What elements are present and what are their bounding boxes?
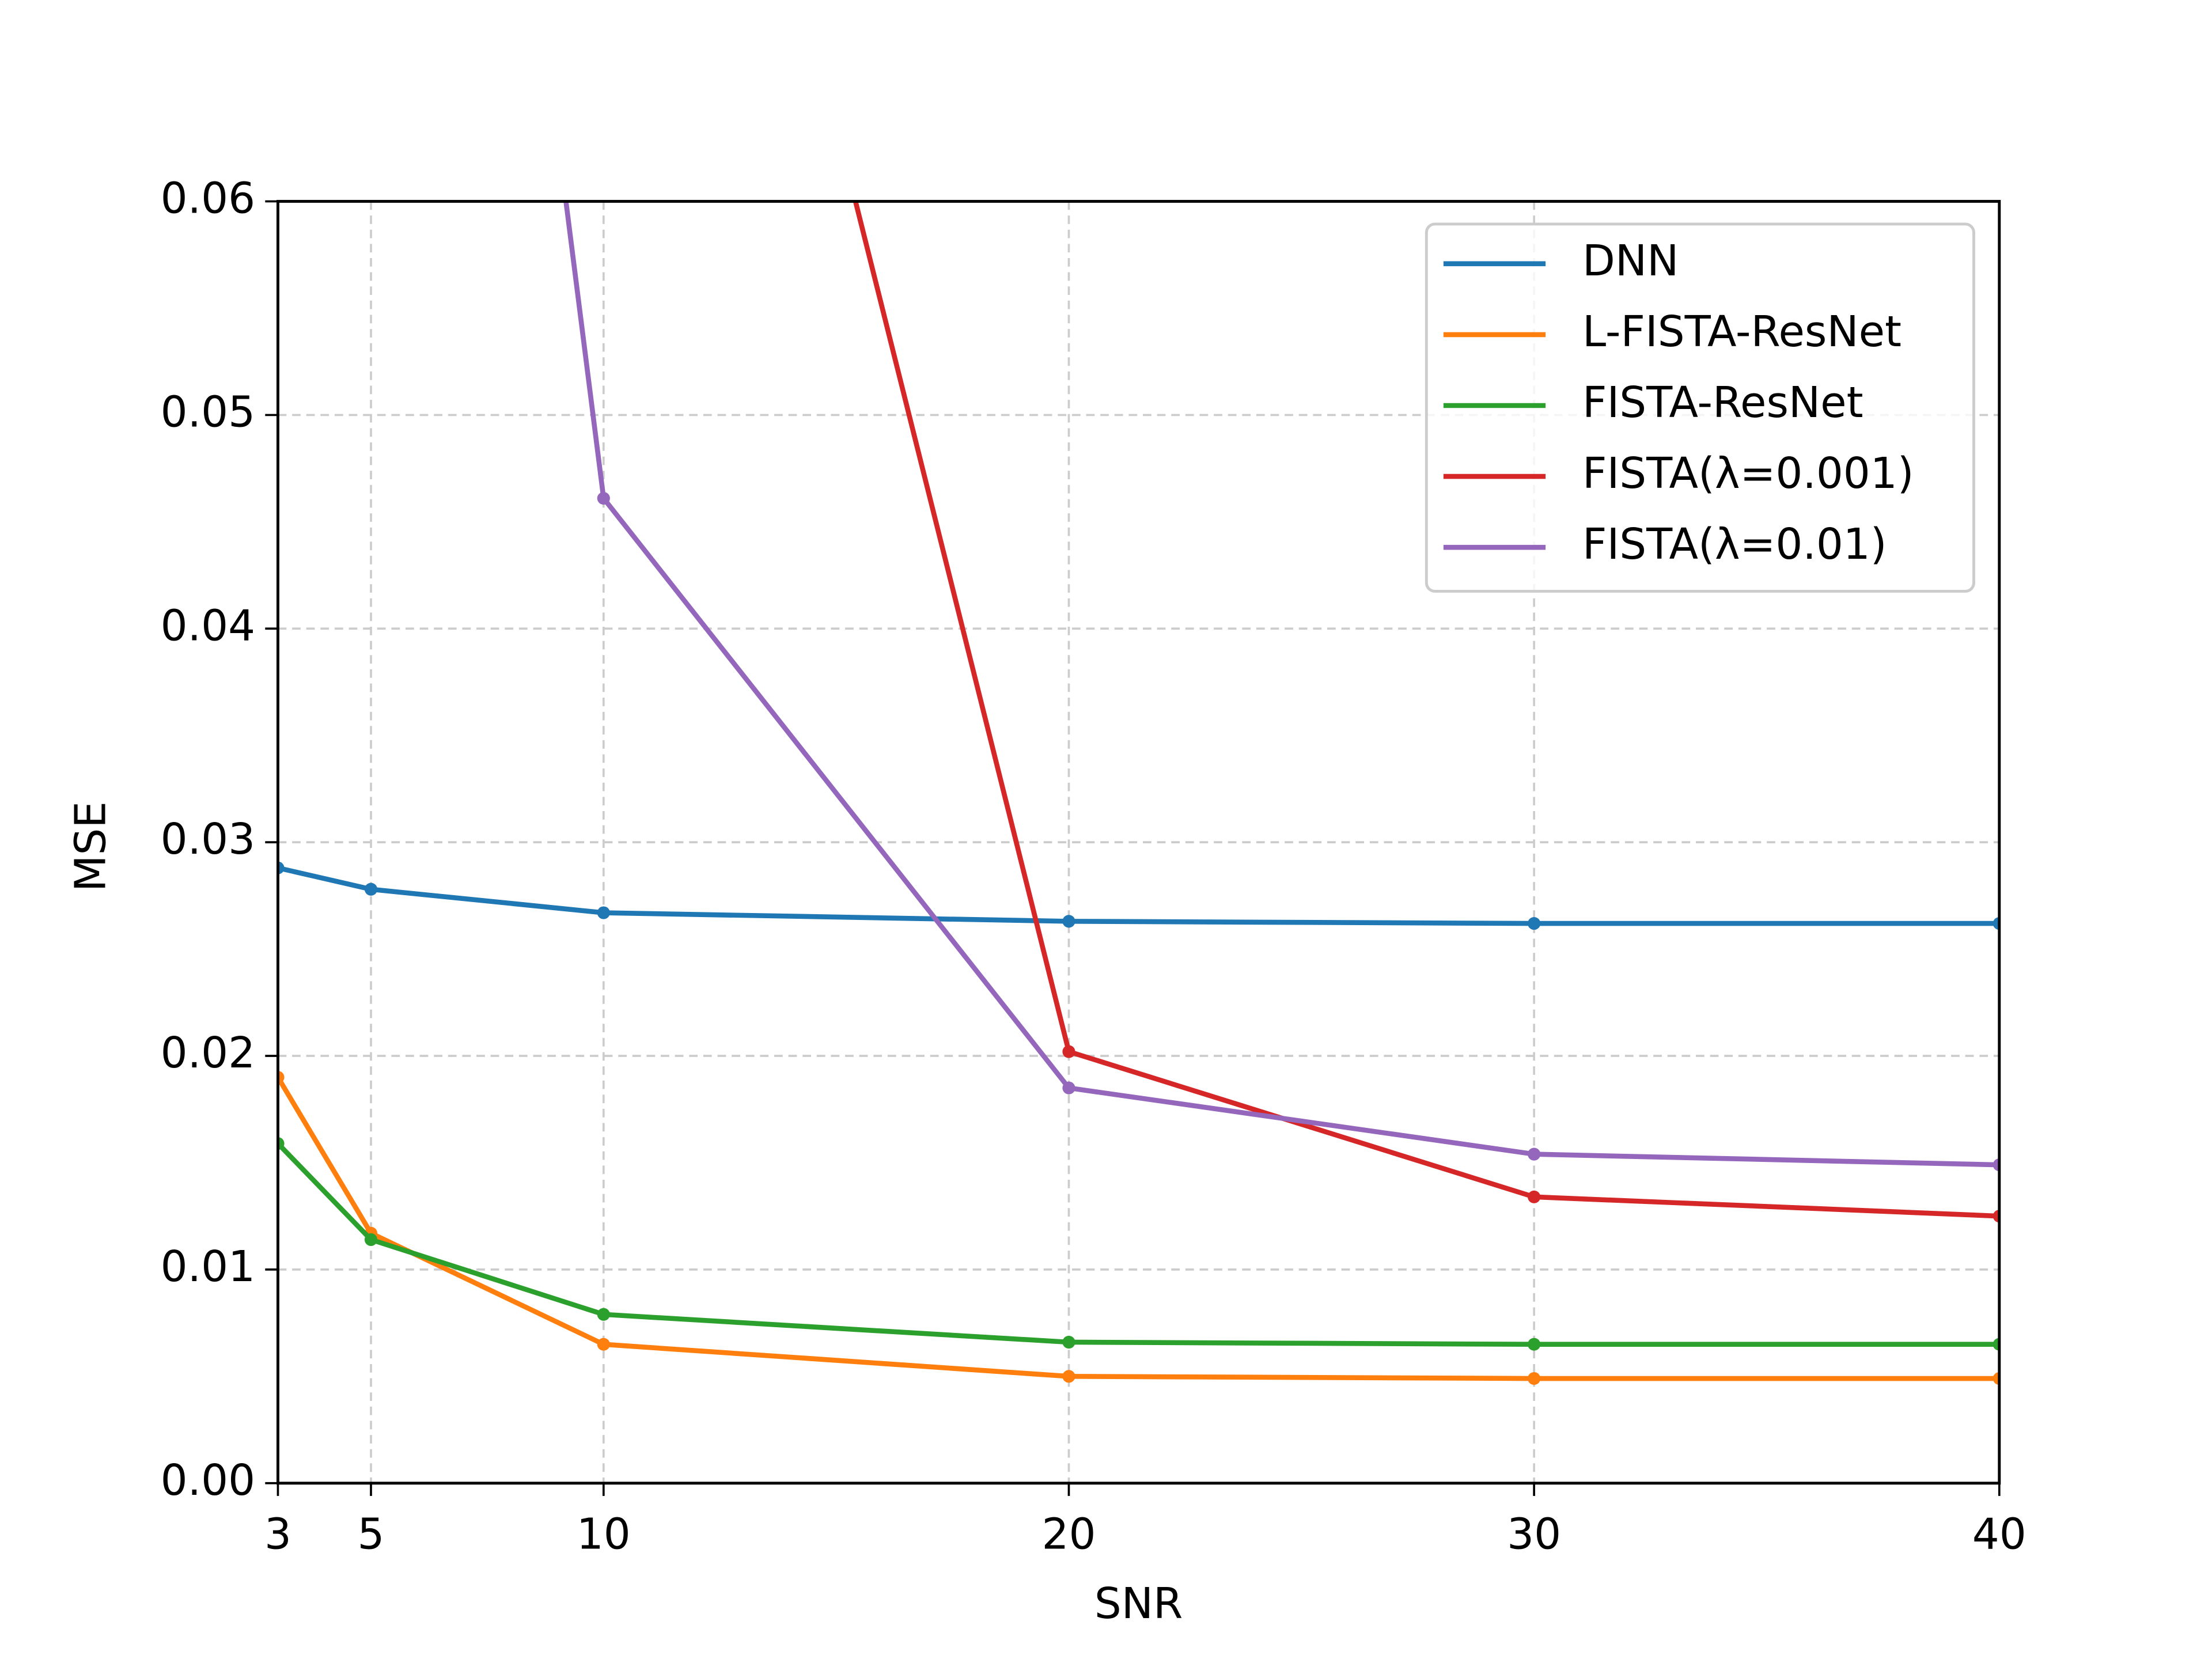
data-point	[1528, 1190, 1541, 1203]
y-tick-label: 0.04	[161, 601, 255, 650]
y-tick-label: 0.05	[161, 387, 255, 437]
y-tick-label: 0.03	[161, 815, 255, 864]
data-point	[364, 882, 378, 896]
y-tick-label: 0.02	[161, 1028, 255, 1078]
series-line	[278, 1075, 1999, 1381]
data-point	[1528, 917, 1541, 930]
legend-label: FISTA(λ=0.01)	[1582, 520, 1887, 569]
x-tick-label: 10	[577, 1509, 631, 1559]
data-point	[1993, 1372, 1999, 1385]
legend-label: FISTA-ResNet	[1582, 378, 1863, 427]
y-tick-label: 0.06	[161, 174, 255, 224]
series-line	[853, 201, 1999, 1219]
data-point	[278, 1071, 285, 1084]
legend-label: DNN	[1582, 236, 1679, 286]
data-point	[597, 491, 610, 505]
x-tick-label: 40	[1972, 1509, 2027, 1559]
data-point	[1062, 915, 1075, 928]
x-tick-label: 30	[1507, 1509, 1561, 1559]
legend-label: FISTA(λ=0.001)	[1582, 449, 1914, 498]
legend-box	[1425, 222, 1975, 593]
data-point	[597, 906, 610, 919]
legend-label: L-FISTA-ResNet	[1582, 307, 1902, 357]
data-point	[1528, 1147, 1541, 1161]
plot-area	[278, 201, 1999, 1385]
data-point	[1993, 1158, 1999, 1172]
data-point	[597, 1308, 610, 1321]
data-point	[1993, 1210, 1999, 1223]
x-axis-label: SNR	[1094, 1579, 1183, 1628]
y-tick-label: 0.01	[161, 1242, 255, 1291]
data-point	[278, 861, 285, 874]
x-tick-label: 3	[264, 1509, 291, 1559]
x-tick-label: 5	[357, 1509, 384, 1559]
data-point	[1062, 1045, 1075, 1058]
plot-frame	[276, 200, 2001, 1485]
data-point	[364, 1233, 378, 1247]
data-point	[1528, 1372, 1541, 1385]
data-point	[1993, 1338, 1999, 1351]
data-point	[278, 1137, 285, 1150]
data-point	[1062, 1370, 1075, 1383]
data-point	[597, 1338, 610, 1351]
y-axis-label: MSE	[66, 801, 115, 892]
series-line	[278, 1142, 1999, 1347]
series-line	[278, 865, 1999, 926]
data-point	[1062, 1335, 1075, 1349]
x-tick-label: 20	[1041, 1509, 1096, 1559]
data-point	[1062, 1081, 1075, 1094]
y-tick-label: 0.00	[161, 1456, 255, 1505]
data-point	[1528, 1338, 1541, 1351]
data-point	[1993, 917, 1999, 930]
